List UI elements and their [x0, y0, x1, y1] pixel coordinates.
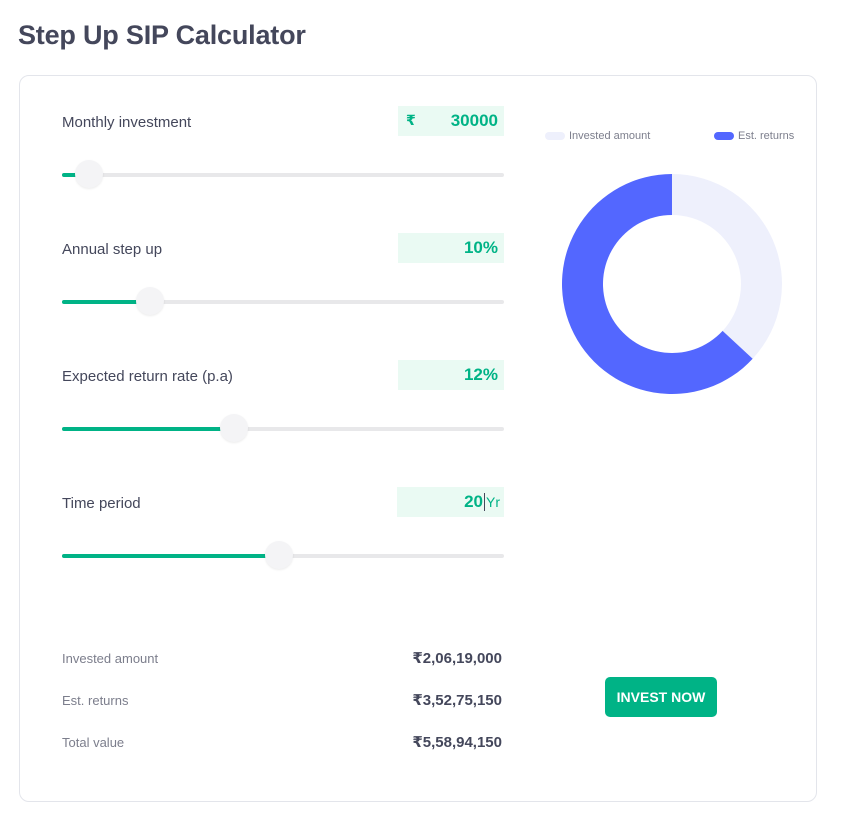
summary-total-value: ₹5,58,94,150 — [412, 734, 502, 751]
time-period-slider[interactable] — [62, 541, 504, 569]
time-period-input[interactable]: 20 Yr — [397, 487, 504, 517]
rupee-icon: ₹ — [406, 112, 416, 128]
annual-step-up-field: Annual step up 10% — [62, 233, 504, 315]
time-period-slider-fill — [62, 554, 279, 558]
summary-returns-label: Est. returns — [62, 692, 129, 708]
page-title: Step Up SIP Calculator — [18, 20, 306, 50]
monthly-investment-label: Monthly investment — [62, 114, 192, 131]
summary-invested-value: ₹2,06,19,000 — [412, 650, 502, 667]
summary-invested-label: Invested amount — [62, 650, 159, 666]
monthly-investment-slider-thumb[interactable] — [74, 160, 103, 188]
invest-now-button[interactable]: INVEST NOW — [605, 677, 717, 717]
text-caret — [484, 493, 485, 511]
expected-return-field: Expected return rate (p.a) 12% — [62, 360, 504, 442]
expected-return-input[interactable]: 12% — [398, 360, 504, 390]
monthly-investment-value: 30000 — [450, 111, 498, 130]
legend-invested-swatch — [545, 132, 565, 140]
summary-total-label: Total value — [62, 734, 125, 750]
legend-invested-label: Invested amount — [569, 130, 651, 142]
summary-total-row: Total value ₹5,58,94,150 — [62, 733, 502, 751]
legend-invested: Invested amount — [545, 130, 650, 142]
expected-return-slider-fill — [62, 427, 235, 431]
monthly-investment-field: Monthly investment ₹ 30000 — [62, 106, 504, 188]
summary-invested-row: Invested amount ₹2,06,19,000 — [62, 649, 502, 667]
annual-step-up-input[interactable]: 10% — [398, 233, 504, 263]
legend-returns: Est. returns — [714, 130, 794, 142]
summary-returns-row: Est. returns ₹3,52,75,150 — [62, 691, 502, 709]
time-period-slider-thumb[interactable] — [264, 541, 293, 569]
donut-segment-invested — [672, 174, 782, 359]
time-period-label: Time period — [62, 495, 141, 512]
donut-chart — [562, 174, 782, 394]
annual-step-up-slider-thumb[interactable] — [136, 287, 165, 315]
monthly-investment-input[interactable]: ₹ 30000 — [398, 106, 504, 136]
expected-return-value: 12% — [463, 365, 498, 384]
annual-step-up-label: Annual step up — [62, 241, 163, 258]
expected-return-slider-thumb[interactable] — [220, 414, 249, 442]
time-period-suffix: Yr — [486, 494, 500, 510]
annual-step-up-slider-fill — [62, 300, 151, 304]
legend-returns-label: Est. returns — [738, 130, 795, 142]
annual-step-up-value: 10% — [463, 238, 498, 257]
summary-returns-value: ₹3,52,75,150 — [412, 692, 502, 709]
expected-return-label: Expected return rate (p.a) — [62, 368, 233, 385]
monthly-investment-slider[interactable] — [62, 160, 504, 188]
donut-segment-returns — [562, 174, 753, 394]
calculator-card: Monthly investment ₹ 30000 Annual step u… — [19, 75, 817, 802]
annual-step-up-slider[interactable] — [62, 287, 504, 315]
legend-returns-swatch — [714, 132, 734, 140]
expected-return-slider[interactable] — [62, 414, 504, 442]
time-period-value: 20 — [464, 492, 483, 511]
time-period-field: Time period 20 Yr — [62, 487, 504, 569]
